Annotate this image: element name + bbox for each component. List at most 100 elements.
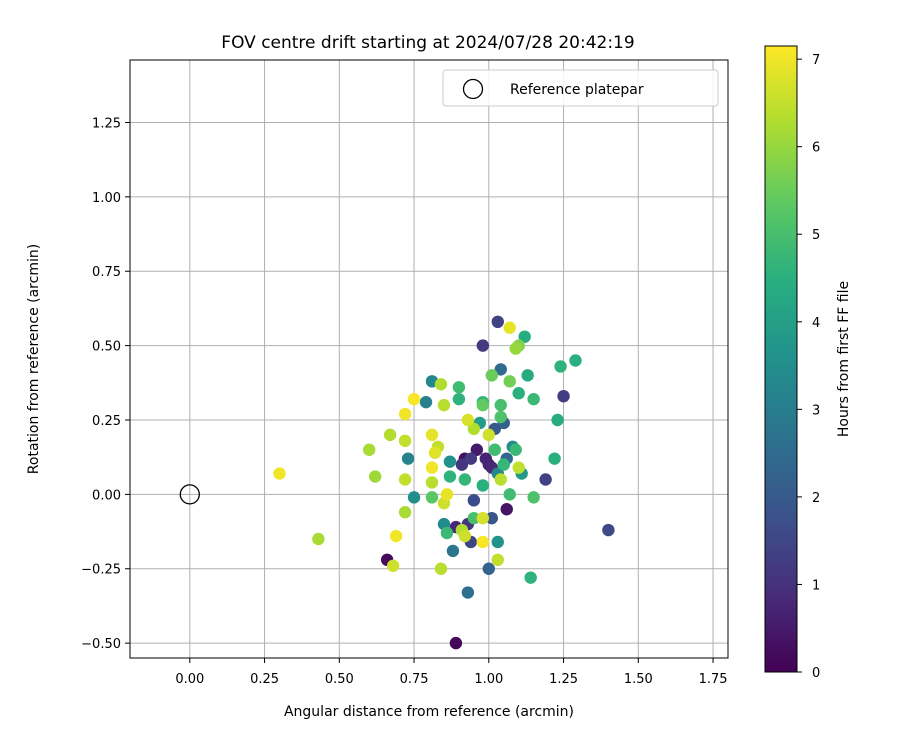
scatter-point <box>494 473 507 486</box>
scatter-point <box>458 529 472 543</box>
scatter-point <box>548 452 561 465</box>
scatter-point <box>512 387 525 400</box>
scatter-point <box>500 503 513 516</box>
colorbar-tick-label: 7 <box>812 53 820 68</box>
y-tick-label: 0.25 <box>92 414 121 429</box>
scatter-point <box>386 559 400 572</box>
scatter-point <box>476 398 490 412</box>
colorbar-tick-label: 1 <box>812 578 820 593</box>
legend-reference-marker <box>462 78 484 100</box>
scatter-point <box>491 315 504 329</box>
scatter-point <box>488 443 501 456</box>
scatter-point <box>467 422 481 436</box>
scatter-point <box>494 410 507 424</box>
scatter-point <box>524 571 537 584</box>
colorbar-ticks: 0 1 2 3 4 5 6 7 <box>797 53 820 681</box>
scatter-point <box>557 389 570 403</box>
scatter-point <box>437 398 451 412</box>
scatter-point <box>503 321 516 334</box>
scatter-point <box>512 461 525 474</box>
y-tick-label: 0.75 <box>92 265 121 280</box>
scatter-point <box>551 413 564 427</box>
x-tick-label: 0.25 <box>250 672 279 687</box>
x-axis-label: Angular distance from reference (arcmin) <box>284 704 574 720</box>
scatter-point <box>398 434 412 448</box>
scatter-point <box>470 443 484 456</box>
x-axis-ticks: 0.00 0.25 0.50 0.75 1.00 1.25 1.50 1.75 <box>175 658 728 687</box>
x-tick-label: 1.50 <box>624 672 653 687</box>
y-tick-label: 1.25 <box>92 116 121 131</box>
scatter-point <box>503 375 516 388</box>
scatter-point <box>554 360 567 373</box>
scatter-point <box>407 491 421 504</box>
scatter-point <box>425 461 439 474</box>
grid <box>130 60 728 658</box>
scatter-point <box>476 339 490 352</box>
scatter-point <box>446 544 460 558</box>
scatter-point <box>467 494 481 507</box>
x-tick-label: 0.00 <box>175 672 204 687</box>
x-tick-label: 1.25 <box>549 672 578 687</box>
scatter-point <box>273 467 286 480</box>
scatter-point <box>464 452 478 465</box>
colorbar-label: Hours from first FF file <box>836 281 852 437</box>
scatter-point <box>602 523 615 537</box>
scatter-point <box>398 506 412 519</box>
chart-title: FOV centre drift starting at 2024/07/28 … <box>221 33 634 53</box>
scatter-point <box>440 526 454 540</box>
scatter-point <box>425 491 439 504</box>
scatter-point <box>419 395 433 409</box>
scatter-point <box>485 369 498 382</box>
y-axis-label: Rotation from reference (arcmin) <box>26 244 42 474</box>
scatter-point <box>509 342 522 355</box>
reference-platepar-marker <box>179 484 200 505</box>
scatter-point <box>452 381 466 394</box>
colorbar-tick-label: 2 <box>812 491 820 506</box>
scatter-point <box>455 458 469 471</box>
scatter-point <box>443 470 457 483</box>
reference-marker-group <box>179 484 200 505</box>
scatter-point <box>482 428 495 442</box>
colorbar-tick-label: 5 <box>812 228 820 243</box>
scatter-point <box>440 488 454 501</box>
scatter-point <box>494 398 507 412</box>
scatter-point <box>401 452 415 465</box>
scatter-point <box>527 491 540 504</box>
scatter-point <box>491 535 504 549</box>
colorbar <box>764 45 798 673</box>
scatter-point <box>476 479 490 492</box>
scatter-point <box>389 529 403 543</box>
scatter-point <box>449 636 463 650</box>
scatter-point <box>398 407 412 421</box>
scatter-point <box>452 392 466 406</box>
scatter-point <box>398 473 412 486</box>
x-tick-label: 0.50 <box>325 672 354 687</box>
scatter-point <box>494 363 507 376</box>
scatter-point <box>509 443 522 456</box>
scatter-point <box>434 562 448 575</box>
y-tick-label: 1.00 <box>92 191 121 206</box>
scatter-point <box>443 455 457 468</box>
scatter-point <box>434 378 448 391</box>
scatter-point <box>527 392 540 406</box>
y-tick-label: 0.50 <box>92 340 121 355</box>
scatter-point <box>497 458 510 471</box>
scatter-point <box>428 446 442 459</box>
scatter-point <box>467 511 481 525</box>
scatter-point <box>518 330 531 343</box>
x-tick-label: 0.75 <box>400 672 429 687</box>
colorbar-tick-label: 6 <box>812 141 820 156</box>
legend-box <box>442 69 719 107</box>
scatter-point <box>461 586 475 599</box>
scatter-point <box>476 511 490 525</box>
scatter-point <box>521 369 534 382</box>
scatter-point <box>368 470 382 483</box>
x-tick-label: 1.75 <box>699 672 728 687</box>
scatter-point <box>476 535 490 549</box>
plot-frame <box>129 59 729 659</box>
scatter-points <box>273 315 615 650</box>
y-axis-ticks: −0.50 −0.25 0.00 0.25 0.50 0.75 1.00 1.25 <box>81 116 130 652</box>
scatter-point <box>425 428 439 442</box>
scatter-point <box>491 553 504 567</box>
